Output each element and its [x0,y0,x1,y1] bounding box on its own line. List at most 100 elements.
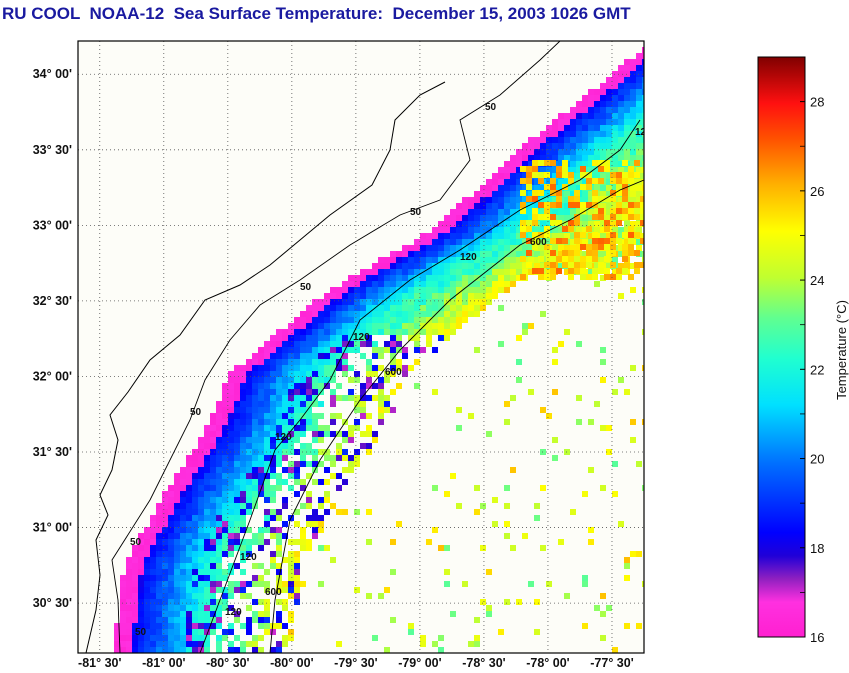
sst-pixel [438,635,444,641]
sst-pixel [426,251,432,257]
sst-pixel [378,299,384,305]
sst-pixel [192,521,198,527]
sst-pixel [324,329,330,335]
sst-pixel [342,359,348,365]
sst-pixel [282,587,288,593]
sst-pixel [624,575,630,581]
sst-pixel [252,575,258,581]
sst-pixel [586,226,592,232]
sst-pixel [288,371,294,377]
sst-pixel [582,221,588,227]
sst-pixel [300,425,306,431]
sst-pixel [282,557,288,563]
sst-pixel [162,533,168,539]
sst-pixel [270,527,276,533]
sst-pixel [192,563,198,569]
sst-pixel [636,59,642,65]
sst-pixel [246,485,252,491]
sst-pixel [228,389,234,395]
sst-pixel [504,179,510,185]
sst-pixel [336,443,342,449]
sst-pixel [228,551,234,557]
sst-pixel [636,149,642,155]
sst-pixel [570,143,576,149]
sst-pixel [610,214,616,220]
sst-pixel [192,635,198,641]
sst-pixel [240,425,246,431]
sst-pixel [294,383,300,389]
sst-pixel [582,191,588,197]
sst-pixel [540,251,546,257]
sst-pixel [312,527,318,533]
sst-pixel [426,323,432,329]
sst-pixel [216,563,222,569]
sst-pixel [216,407,222,413]
sst-pixel [294,587,300,593]
sst-pixel [592,250,598,256]
sst-pixel [630,419,636,425]
sst-pixel [408,623,414,629]
sst-pixel [234,401,240,407]
sst-pixel [234,365,240,371]
sst-pixel [526,172,532,178]
sst-pixel [348,425,354,431]
sst-pixel [282,425,288,431]
sst-pixel [588,233,594,239]
sst-pixel [642,173,644,179]
sst-pixel [634,202,640,208]
sst-pixel [228,503,234,509]
sst-pixel [504,233,510,239]
sst-pixel [294,593,300,599]
sst-pixel [568,220,574,226]
sst-pixel [210,491,216,497]
sst-pixel [168,569,174,575]
sst-pixel [336,335,342,341]
sst-pixel [504,185,510,191]
sst-pixel [204,629,210,635]
sst-pixel [138,647,144,653]
sst-pixel [306,407,312,413]
sst-pixel [306,473,312,479]
sst-pixel [276,383,282,389]
sst-pixel [606,605,612,611]
sst-pixel [384,305,390,311]
sst-pixel [544,244,550,250]
sst-pixel [324,455,330,461]
sst-pixel [198,467,204,473]
sst-pixel [606,95,612,101]
sst-pixel [600,635,606,641]
sst-pixel [318,341,324,347]
sst-pixel [600,377,606,383]
sst-pixel [634,250,640,256]
sst-pixel [522,143,528,149]
sst-pixel [618,131,624,137]
lon-tick-label: -78° 00' [526,656,569,670]
sst-pixel [258,371,264,377]
sst-pixel [636,167,642,173]
sst-pixel [552,359,558,365]
sst-pixel [252,533,258,539]
sst-pixel [342,455,348,461]
sst-pixel [426,317,432,323]
sst-pixel [312,299,318,305]
sst-pixel [384,377,390,383]
sst-pixel [210,539,216,545]
sst-pixel [306,365,312,371]
sst-pixel [568,202,574,208]
sst-pixel [432,233,438,239]
sst-pixel [390,293,396,299]
sst-pixel [306,503,312,509]
sst-pixel [318,353,324,359]
sst-pixel [336,299,342,305]
sst-pixel [546,137,552,143]
sst-pixel [288,407,294,413]
sst-pixel [258,419,264,425]
sst-pixel [616,202,622,208]
sst-pixel [570,119,576,125]
sst-pixel [402,365,408,371]
sst-pixel [192,599,198,605]
sst-pixel [234,587,240,593]
sst-pixel [228,401,234,407]
sst-pixel [372,383,378,389]
sst-pixel [402,275,408,281]
